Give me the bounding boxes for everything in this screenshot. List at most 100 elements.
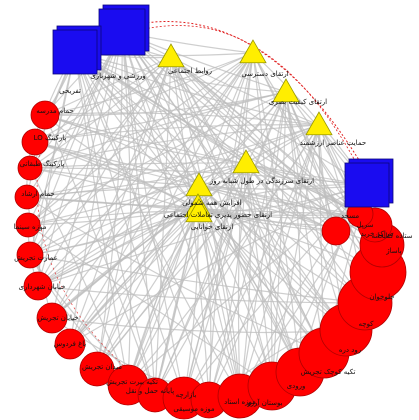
edge (27, 91, 287, 226)
edge (121, 31, 241, 397)
node-label: مراکز خرید (361, 230, 394, 238)
edge (37, 31, 123, 287)
node-label: عمارت تجریش (14, 254, 58, 262)
node-label: ارتقای حضور پذیری تعاملات اجتماعی (164, 211, 272, 219)
node-label: خیابان شهرداری (19, 283, 66, 291)
node-circle (21, 128, 49, 156)
node-triangle (185, 198, 213, 223)
edge (197, 206, 241, 397)
edge (154, 56, 172, 396)
edge (245, 162, 301, 373)
node-label: پاساژ (385, 247, 402, 255)
node-label: افزایش همه شمولی (182, 199, 241, 207)
node-triangle (157, 43, 185, 68)
edge (252, 52, 273, 387)
node-label: مسجد (341, 212, 359, 220)
node-circle (321, 216, 351, 246)
edge (170, 56, 210, 401)
edge (69, 52, 254, 345)
edge (37, 285, 366, 304)
edge (170, 56, 361, 215)
node-label: ستاده کتابخانه (372, 232, 413, 240)
node-square (98, 8, 146, 56)
edge (29, 162, 247, 169)
edge (74, 51, 361, 215)
dotted-edge (36, 149, 141, 381)
label-layer: ورزشی و شهربازی تفریحی مراکز خرید روابط اجت… (14, 67, 413, 413)
edge (69, 211, 200, 345)
node-layer (14, 4, 407, 420)
node-circle (79, 351, 115, 387)
edge (271, 124, 320, 387)
edge (51, 31, 123, 319)
node-circle (23, 271, 53, 301)
edge (37, 185, 200, 287)
edge (285, 91, 302, 373)
node-circle (14, 184, 40, 210)
edge (34, 124, 320, 143)
node-label: حمام مدرسه (36, 107, 74, 115)
edge (198, 211, 337, 232)
edge (170, 56, 273, 387)
edge (74, 51, 156, 396)
node-label: رود دره (339, 346, 361, 354)
node-label: پارکینگ طبقاتی (20, 159, 65, 168)
edge (170, 56, 368, 186)
edge (29, 167, 200, 213)
node-label: سرپل (357, 221, 374, 229)
edge (96, 52, 254, 370)
edge (183, 206, 199, 399)
node-label: ارتقای سرزندگی در طول شبانه روز (209, 176, 314, 185)
edge (69, 56, 172, 345)
edge (37, 56, 172, 287)
node-label: موزه استاد (224, 398, 256, 406)
node-circle (16, 241, 44, 269)
edge (29, 56, 172, 256)
edge (51, 56, 172, 319)
node-label: ورودی (287, 382, 306, 390)
edge (154, 162, 247, 396)
node-circle (36, 302, 68, 334)
node-label: پارکینگ LO (34, 133, 67, 142)
edge (69, 185, 200, 345)
edge (252, 52, 301, 373)
edge (26, 196, 325, 354)
edge (27, 224, 273, 387)
edge (44, 56, 172, 116)
edge (197, 206, 361, 219)
node-label: باغ فردوس (54, 340, 87, 348)
edge (198, 185, 325, 354)
node-label: خیابان تجریش (37, 314, 78, 322)
edge (27, 210, 200, 226)
node-circle (15, 212, 41, 238)
node-triangle (305, 111, 333, 136)
node-label: تکیه کوچک تجریش (301, 368, 356, 376)
edge (208, 124, 320, 401)
edge (121, 31, 361, 215)
edge (51, 52, 254, 319)
node-label: پایانه حمل و نقل (126, 387, 174, 395)
node-label: ورزشی و شهربازی (90, 72, 146, 80)
edge (51, 91, 287, 319)
edge (44, 52, 254, 116)
node-label: روابط اجتماعی (168, 67, 212, 75)
node-label: بازارچه (176, 391, 197, 399)
edge (198, 211, 241, 397)
node-label: حمام ارشاد (21, 190, 55, 198)
edge (74, 51, 376, 226)
edge (44, 114, 156, 396)
node-square (52, 29, 98, 75)
edge (74, 51, 287, 93)
node-triangle (272, 78, 300, 103)
dotted-edge (139, 25, 361, 171)
edge (183, 184, 368, 399)
node-label: تکیه بیرت تجریش (106, 378, 158, 386)
edge (252, 52, 361, 215)
node-label: تفریحی (59, 87, 81, 95)
edge (74, 51, 129, 386)
edge (198, 185, 337, 232)
node-label: موزه موسیقی (173, 405, 215, 413)
node-circle (30, 100, 60, 130)
edge (127, 211, 200, 386)
